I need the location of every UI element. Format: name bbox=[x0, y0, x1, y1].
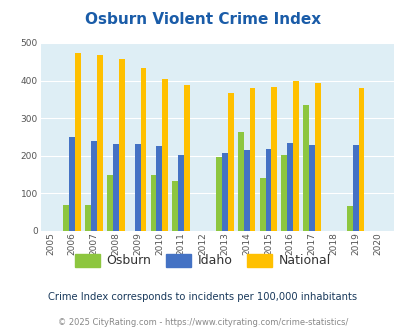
Bar bbox=[237, 132, 243, 231]
Bar bbox=[75, 53, 81, 231]
Bar bbox=[292, 81, 298, 231]
Bar bbox=[156, 147, 162, 231]
Bar bbox=[150, 175, 156, 231]
Bar bbox=[107, 175, 113, 231]
Bar bbox=[308, 145, 314, 231]
Bar bbox=[97, 55, 102, 231]
Bar bbox=[113, 144, 119, 231]
Bar bbox=[91, 141, 97, 231]
Bar bbox=[222, 153, 227, 231]
Bar bbox=[227, 92, 233, 231]
Bar bbox=[85, 205, 91, 231]
Bar bbox=[119, 59, 124, 231]
Bar bbox=[259, 178, 265, 231]
Bar bbox=[184, 85, 190, 231]
Bar bbox=[346, 206, 352, 231]
Bar bbox=[265, 149, 271, 231]
Bar bbox=[271, 86, 277, 231]
Bar bbox=[134, 144, 140, 231]
Bar bbox=[281, 155, 287, 231]
Text: Osburn Violent Crime Index: Osburn Violent Crime Index bbox=[85, 12, 320, 26]
Bar bbox=[162, 79, 168, 231]
Bar bbox=[352, 145, 358, 231]
Text: © 2025 CityRating.com - https://www.cityrating.com/crime-statistics/: © 2025 CityRating.com - https://www.city… bbox=[58, 318, 347, 327]
Bar bbox=[63, 205, 69, 231]
Bar bbox=[215, 156, 222, 231]
Text: Crime Index corresponds to incidents per 100,000 inhabitants: Crime Index corresponds to incidents per… bbox=[48, 292, 357, 302]
Bar bbox=[358, 88, 364, 231]
Bar bbox=[314, 83, 320, 231]
Bar bbox=[178, 155, 184, 231]
Legend: Osburn, Idaho, National: Osburn, Idaho, National bbox=[70, 249, 335, 273]
Bar bbox=[140, 69, 146, 231]
Bar bbox=[243, 150, 249, 231]
Bar bbox=[172, 181, 178, 231]
Bar bbox=[69, 137, 75, 231]
Bar bbox=[249, 88, 255, 231]
Bar bbox=[303, 105, 308, 231]
Bar bbox=[287, 143, 292, 231]
